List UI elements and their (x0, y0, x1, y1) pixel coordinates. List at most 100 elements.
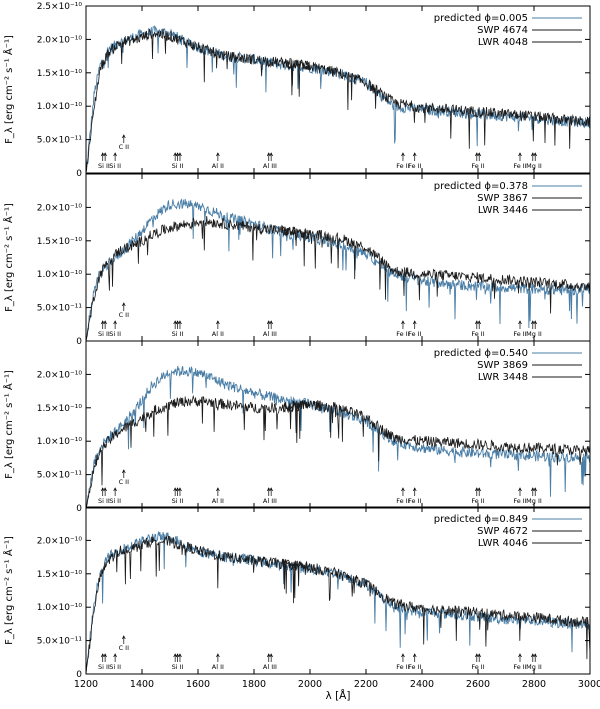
line-id-arrowhead (477, 320, 482, 325)
line-id-arrowhead (173, 152, 177, 157)
y-tick-label: 1.5×10⁻¹⁰ (37, 404, 83, 414)
y-axis-label: F_λ [erg cm⁻² s⁻¹ Å⁻¹] (2, 35, 15, 144)
line-id-arrowhead (269, 152, 273, 157)
line-id-label: Al III (263, 162, 277, 170)
line-id-label: Si II (109, 162, 121, 170)
y-tick-label: 2.0×10⁻¹⁰ (37, 370, 83, 380)
series-line-predicted (86, 365, 590, 508)
line-id-label: Si II (109, 330, 121, 338)
line-id-arrowhead (121, 134, 126, 139)
line-id-arrowhead (266, 653, 271, 658)
legend-label: LWR 3448 (478, 372, 528, 383)
line-id-label: Si II (172, 663, 184, 671)
line-id-arrowhead (474, 320, 479, 325)
line-id-label: Fe II (471, 330, 484, 338)
line-id-arrowhead (412, 653, 417, 658)
line-id-arrowhead (121, 469, 126, 474)
y-tick-label: 1.0×10⁻¹⁰ (37, 603, 83, 613)
line-id-label: C II (119, 143, 130, 151)
y-tick-label: 5.0×10⁻¹¹ (37, 136, 83, 146)
x-tick-label: 2800 (522, 679, 546, 690)
y-axis-label: F_λ [erg cm⁻² s⁻¹ Å⁻¹] (2, 370, 15, 479)
panel-2: 0 5.0×10⁻¹¹ 1.0×10⁻¹⁰ 1.5×10⁻¹⁰ 2.0×10⁻¹⁰ F_λ… (2, 173, 591, 347)
line-id-arrowhead (530, 152, 535, 157)
y-axis-label: F_λ [erg cm⁻² s⁻¹ Å⁻¹] (2, 536, 15, 645)
line-id-label: Fe II (471, 497, 484, 505)
series-line-predicted (86, 530, 590, 674)
line-id-label: Mg II (526, 330, 542, 338)
line-id-label: Al II (212, 162, 224, 170)
y-tick-label: 2.0×10⁻¹⁰ (37, 536, 83, 546)
line-id-label: Fe II (513, 162, 526, 170)
line-id-label: Fe II (396, 663, 409, 671)
legend-label: SWP 4672 (477, 526, 528, 537)
line-id-label: Al III (263, 497, 277, 505)
line-id-arrowhead (216, 487, 220, 492)
line-id-label: Fe II (513, 330, 526, 338)
series-line-predicted (86, 198, 590, 341)
line-id-label: Si II (172, 497, 184, 505)
line-id-label: C II (119, 478, 130, 486)
line-id-arrowhead (100, 320, 105, 325)
line-id-label: Fe II (408, 497, 421, 505)
x-tick-label: 2000 (298, 679, 322, 690)
line-id-label: Al II (212, 663, 224, 671)
line-id-arrowhead (100, 152, 105, 157)
legend-label: predicted ϕ=0.540 (434, 348, 528, 359)
series-line-swp-4672 (86, 535, 310, 674)
line-id-arrowhead (266, 320, 271, 325)
legend-label: LWR 4048 (478, 37, 528, 48)
y-axis-label: F_λ [erg cm⁻² s⁻¹ Å⁻¹] (2, 203, 15, 312)
line-id-arrowhead (121, 302, 126, 307)
line-id-arrowhead (518, 653, 522, 658)
line-id-arrowhead (530, 320, 535, 325)
line-id-label: Fe II (408, 330, 421, 338)
line-id-arrowhead (100, 653, 105, 658)
y-tick-label: 1.5×10⁻¹⁰ (37, 69, 83, 79)
legend-label: predicted ϕ=0.005 (434, 13, 528, 24)
x-tick-label: 1400 (130, 679, 154, 690)
line-id-arrowhead (412, 152, 417, 157)
legend-label: SWP 3869 (477, 360, 528, 371)
line-id-arrowhead (530, 487, 535, 492)
line-id-label: C II (119, 644, 130, 652)
line-id-arrowhead (401, 653, 405, 658)
line-id-arrowhead (103, 320, 107, 325)
line-id-arrowhead (412, 320, 417, 325)
line-id-arrowhead (477, 653, 482, 658)
line-id-arrowhead (533, 152, 538, 157)
line-id-arrowhead (530, 653, 535, 658)
series-line-swp-3869 (86, 394, 310, 508)
y-tick-label: 1.0×10⁻¹⁰ (37, 437, 83, 447)
y-tick-label: 1.5×10⁻¹⁰ (37, 237, 83, 247)
line-id-arrowhead (474, 487, 479, 492)
line-id-arrowhead (178, 320, 182, 325)
y-tick-label: 2.5×10⁻¹⁰ (37, 2, 83, 12)
legend-label: SWP 4674 (477, 25, 528, 36)
x-tick-label: 2400 (410, 679, 434, 690)
y-tick-label: 0 (76, 169, 82, 179)
y-tick-label: 0 (76, 670, 82, 680)
line-id-arrowhead (173, 320, 177, 325)
panel-4: 0 5.0×10⁻¹¹ 1.0×10⁻¹⁰ 1.5×10⁻¹⁰ 2.0×10⁻¹⁰ 120… (2, 506, 600, 690)
line-id-arrowhead (269, 653, 273, 658)
x-tick-label: 2600 (466, 679, 490, 690)
line-id-arrowhead (477, 152, 482, 157)
line-id-arrowhead (173, 653, 177, 658)
line-id-arrowhead (175, 653, 180, 658)
y-tick-label: 5.0×10⁻¹¹ (37, 471, 83, 481)
line-id-label: Fe II (513, 497, 526, 505)
legend-label: predicted ϕ=0.849 (434, 514, 528, 525)
series-line-lwr-4046 (281, 558, 590, 660)
x-tick-label: 3000 (578, 679, 600, 690)
line-id-arrowhead (175, 152, 180, 157)
line-id-arrowhead (518, 487, 522, 492)
line-id-label: Fe II (396, 330, 409, 338)
series-line-predicted (86, 25, 590, 173)
line-id-label: Fe II (396, 162, 409, 170)
y-tick-label: 2.0×10⁻¹⁰ (37, 203, 83, 213)
panel-frame (85, 506, 591, 675)
line-id-arrowhead (533, 320, 538, 325)
line-id-label: C II (119, 311, 130, 319)
line-id-arrowhead (518, 152, 522, 157)
